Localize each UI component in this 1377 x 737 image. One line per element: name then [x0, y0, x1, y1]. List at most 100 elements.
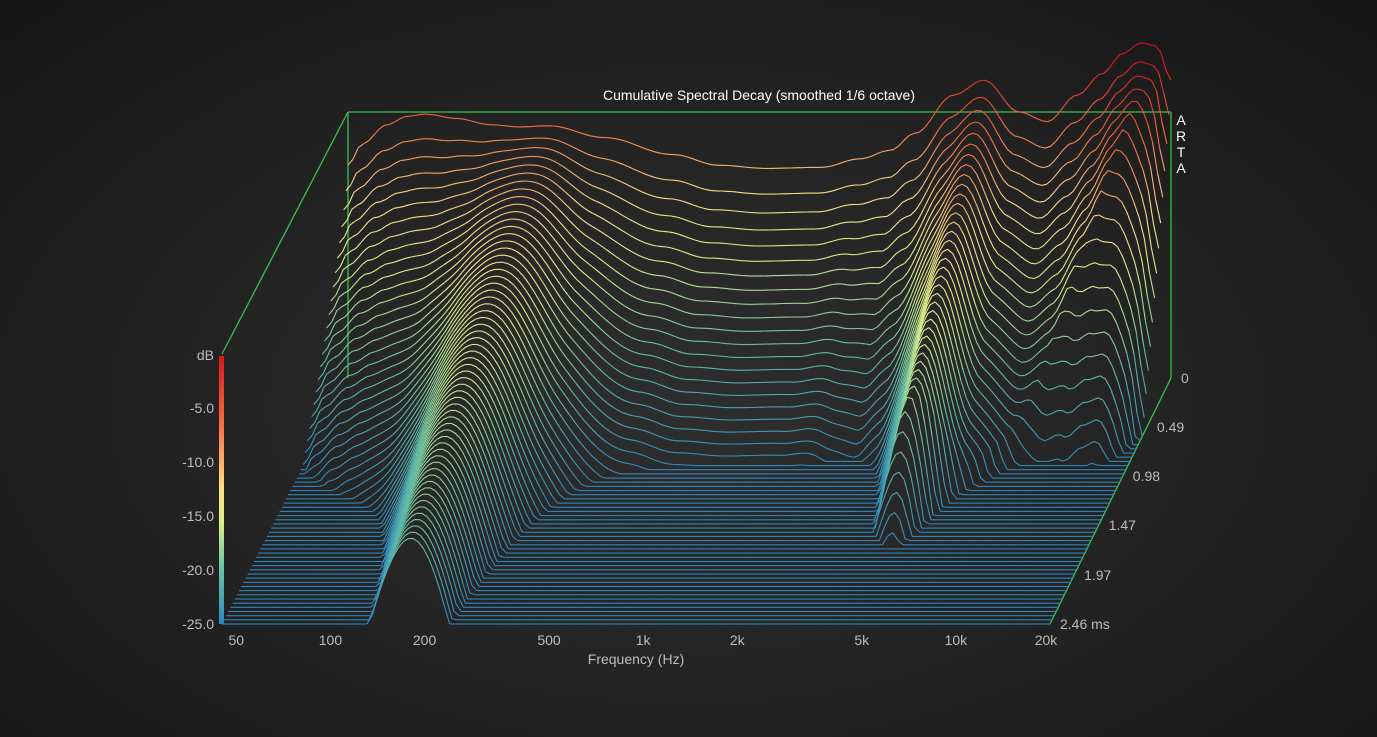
decay-segment: [454, 308, 461, 317]
decay-segment: [882, 378, 889, 384]
decay-segment: [347, 446, 354, 451]
decay-segment: [948, 183, 955, 194]
decay-segment: [579, 230, 586, 236]
decay-segment: [717, 328, 724, 331]
brand-letter: T: [1177, 144, 1186, 160]
decay-segment: [398, 435, 405, 445]
decay-segment: [326, 336, 334, 349]
decay-segment: [576, 343, 583, 351]
decay-segment: [1000, 343, 1007, 350]
decay-segment: [391, 144, 398, 149]
decay-segment: [486, 219, 492, 224]
decay-segment: [909, 178, 915, 182]
decay-segment: [803, 342, 809, 344]
decay-segment: [961, 183, 968, 188]
decay-segment: [942, 248, 948, 253]
decay-segment: [1014, 219, 1021, 225]
decay-segment: [1073, 204, 1080, 215]
decay-segment: [877, 150, 884, 154]
decay-segment: [337, 399, 344, 405]
decay-segment: [459, 274, 466, 282]
decay-segment: [414, 114, 421, 117]
decay-segment: [1036, 348, 1043, 355]
decay-segment: [662, 275, 668, 278]
decay-segment: [307, 446, 315, 459]
decay-segment: [1119, 117, 1126, 126]
decay-segment: [352, 423, 359, 428]
decay-segment: [1039, 200, 1045, 203]
decay-segment: [517, 269, 524, 277]
decay-segment: [863, 384, 870, 389]
decay-segment: [881, 452, 889, 472]
decay-segment: [894, 346, 901, 359]
decay-segment: [1018, 345, 1025, 350]
decay-segment: [522, 228, 529, 233]
decay-segment: [939, 386, 946, 411]
decay-segment: [968, 249, 975, 267]
decay-segment: [483, 258, 490, 264]
decay-segment: [545, 239, 552, 248]
decay-segment: [979, 122, 986, 129]
decay-segment: [387, 386, 394, 390]
decay-segment: [913, 369, 919, 373]
decay-segment: [956, 401, 963, 420]
decay-segment: [1098, 443, 1105, 454]
decay-segment: [428, 290, 434, 296]
decay-segment: [545, 187, 552, 192]
decay-segment: [1113, 125, 1121, 133]
decay-segment: [566, 358, 573, 366]
decay-segment: [446, 156, 452, 159]
decay-segment: [497, 124, 503, 127]
decay-segment: [932, 310, 939, 317]
decay-segment: [1033, 275, 1040, 279]
decay-segment: [601, 273, 608, 279]
decay-segment: [319, 473, 327, 481]
decay-segment: [679, 337, 686, 341]
decay-segment: [451, 217, 457, 221]
decay-segment: [370, 350, 376, 354]
decay-segment: [541, 256, 548, 265]
decay-segment: [945, 181, 952, 192]
decay-segment: [604, 219, 611, 224]
decay-segment: [816, 286, 823, 289]
decay-segment: [1008, 449, 1016, 462]
decay-segment: [620, 139, 626, 142]
decay-segment: [958, 493, 965, 496]
decay-segment: [479, 193, 485, 198]
decay-segment: [444, 324, 451, 333]
decay-segment: [1156, 90, 1163, 122]
decay-segment: [592, 226, 598, 231]
decay-segment: [540, 184, 547, 188]
decay-segment: [814, 365, 820, 368]
decay-segment: [859, 413, 866, 417]
decay-segment: [584, 366, 591, 374]
decay-segment: [397, 245, 404, 249]
decay-segment: [355, 300, 361, 306]
decay-segment: [341, 240, 349, 253]
decay-segment: [861, 456, 868, 462]
decay-segment: [566, 267, 573, 275]
decay-segment: [328, 479, 334, 482]
decay-segment: [433, 339, 440, 348]
decay-segment: [1072, 183, 1079, 192]
decay-segment: [1038, 165, 1044, 169]
decay-segment: [657, 196, 663, 199]
decay-segment: [542, 156, 548, 160]
decay-segment: [1138, 217, 1145, 239]
decay-segment: [591, 265, 597, 271]
decay-segment: [913, 303, 920, 318]
decay-segment: [609, 364, 616, 369]
decay-segment: [502, 226, 508, 229]
decay-segment: [509, 255, 516, 260]
decay-segment: [588, 277, 595, 283]
decay-segment: [503, 342, 510, 352]
decay-segment: [1079, 379, 1085, 384]
decay-segment: [913, 217, 920, 227]
decay-segment: [1161, 121, 1168, 144]
decay-segment: [933, 333, 940, 348]
decay-segment: [576, 279, 583, 285]
decay-segment: [829, 435, 836, 439]
decay-segment: [591, 361, 598, 368]
decay-segment: [384, 166, 391, 170]
decay-segment: [315, 385, 322, 393]
